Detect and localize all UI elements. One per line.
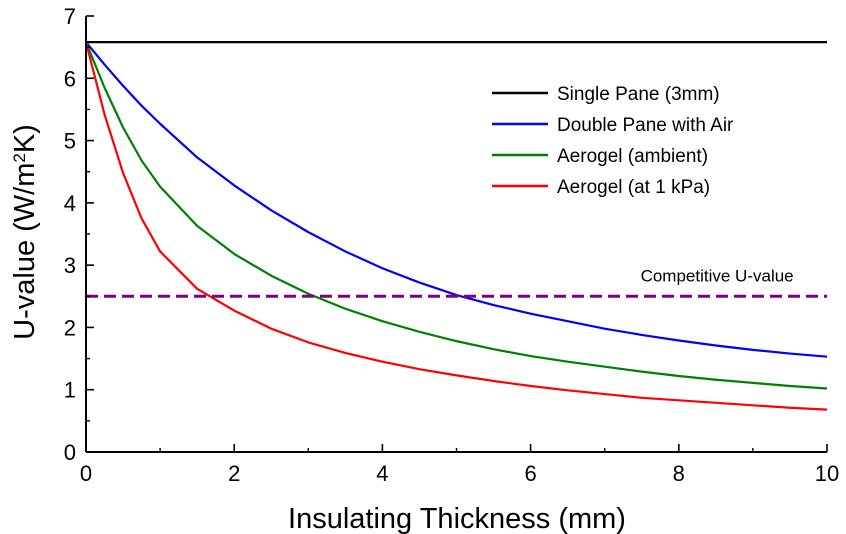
annotation-label-1: Competitive U-value — [641, 266, 794, 285]
series-line-2 — [85, 41, 828, 358]
y-tick-label: 7 — [64, 4, 76, 29]
legend-label-1: Single Pane (3mm) — [557, 84, 720, 105]
y-tick-label: 5 — [64, 129, 76, 154]
y-axis-title-end: K) — [9, 124, 41, 153]
y-axis-title: U-value (W/m2K) — [9, 124, 41, 340]
annotation-group: Competitive U-value — [641, 266, 794, 285]
legend-label-4: Aerogel (at 1 kPa) — [557, 177, 710, 198]
x-tick-label: 2 — [228, 461, 240, 486]
y-axis-title-superscript: 2 — [10, 153, 29, 162]
legend-label-2: Double Pane with Air — [557, 115, 734, 136]
x-tick-label: 10 — [815, 461, 839, 486]
y-axis-title-main: U-value (W/m — [9, 163, 41, 340]
y-tick-label: 0 — [64, 440, 76, 465]
y-tick-label: 4 — [64, 191, 76, 216]
y-tick-label: 6 — [64, 66, 76, 91]
series-line-3 — [84, 41, 828, 390]
y-tick-label: 3 — [64, 253, 76, 278]
x-tick-label: 6 — [524, 461, 536, 486]
legend-label-3: Aerogel (ambient) — [557, 146, 708, 167]
x-tick-label: 4 — [376, 461, 388, 486]
legend: Single Pane (3mm) Double Pane with Air Aer… — [492, 84, 734, 198]
series-group — [84, 41, 828, 411]
x-tick-label: 0 — [80, 461, 92, 486]
axes-group — [85, 16, 827, 453]
y-tick-label: 1 — [64, 378, 76, 403]
x-axis-title: Insulating Thickness (mm) — [288, 503, 626, 534]
series-line-4 — [84, 41, 828, 411]
y-tick-label: 2 — [64, 315, 76, 340]
ticks-group: 0 2 4 6 8 10 0 1 2 3 4 5 6 7 — [64, 4, 839, 486]
x-tick-label: 8 — [673, 461, 685, 486]
